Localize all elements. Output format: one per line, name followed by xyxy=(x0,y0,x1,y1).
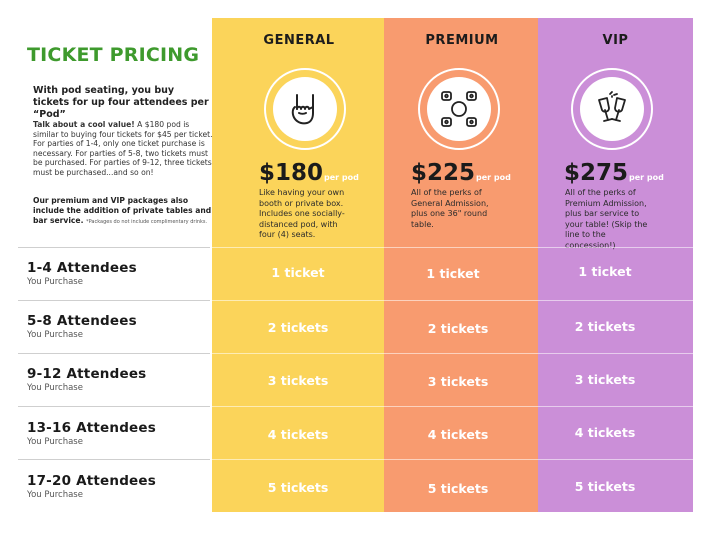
row-label-13-16: 13-16 Attendees xyxy=(27,420,157,436)
row-divider xyxy=(212,406,693,407)
row-divider xyxy=(212,247,693,248)
row-divider xyxy=(212,459,693,460)
tier-description: Like having your own booth or private bo… xyxy=(259,188,345,239)
ticket-cell-premium: 1 ticket xyxy=(426,266,480,281)
page-title: TICKET PRICING xyxy=(27,44,200,66)
tier-icon-ring xyxy=(418,68,500,150)
tier-icon-ring xyxy=(264,68,346,150)
champagne-toast-icon xyxy=(580,77,644,141)
ticket-cell-premium: 2 tickets xyxy=(427,321,489,336)
tier-description: All of the perks of General Admission, p… xyxy=(411,188,489,229)
intro-headline: With pod seating, you buy tickets for up… xyxy=(33,85,209,120)
per-pod-label: per pod xyxy=(629,173,664,182)
row-sublabel: You Purchase xyxy=(27,330,83,340)
row-divider-left xyxy=(18,406,210,407)
row-divider-left xyxy=(18,353,210,354)
ticket-cell-general: 3 tickets xyxy=(267,373,329,388)
tier-price: $180per pod xyxy=(259,160,359,186)
row-label-17-20: 17-20 Attendees xyxy=(27,473,157,489)
row-divider-left xyxy=(18,247,210,248)
ticket-cell-general: 5 tickets xyxy=(267,480,329,495)
row-label-9-12: 9-12 Attendees xyxy=(27,366,147,382)
intro-footer: Our premium and VIP packages also includ… xyxy=(33,196,213,227)
row-divider-left xyxy=(18,459,210,460)
tier-price: $275per pod xyxy=(564,160,664,186)
intro-paragraph: Talk about a cool value! A $180 pod is s… xyxy=(33,120,213,178)
tier-description: All of the perks of Premium Admission, p… xyxy=(565,188,648,250)
row-sublabel: You Purchase xyxy=(27,277,83,287)
tier-column-general: GENERAL $180per pod Like having your own… xyxy=(212,18,386,512)
tier-name: VIP xyxy=(602,33,629,48)
row-divider xyxy=(212,353,693,354)
per-pod-label: per pod xyxy=(476,173,511,182)
round-table-icon xyxy=(427,77,491,141)
row-label-1-4: 1-4 Attendees xyxy=(27,260,137,276)
tier-price: $225per pod xyxy=(411,160,511,186)
ticket-cell-vip: 2 tickets xyxy=(574,319,636,334)
ticket-cell-premium: 4 tickets xyxy=(427,427,489,442)
row-divider-left xyxy=(18,300,210,301)
row-sublabel: You Purchase xyxy=(27,437,83,447)
price-value: $180 xyxy=(259,160,324,186)
tier-name: PREMIUM xyxy=(425,33,499,48)
price-value: $225 xyxy=(411,160,476,186)
ticket-cell-premium: 3 tickets xyxy=(427,374,489,389)
ticket-cell-premium: 5 tickets xyxy=(427,481,489,496)
footer-bold: Our premium and VIP packages also includ… xyxy=(33,196,212,225)
row-sublabel: You Purchase xyxy=(27,490,83,500)
ticket-cell-vip: 1 ticket xyxy=(578,264,632,279)
ticket-cell-vip: 4 tickets xyxy=(574,425,636,440)
rock-hand-icon xyxy=(273,77,337,141)
ticket-cell-general: 1 ticket xyxy=(271,265,325,280)
price-value: $275 xyxy=(564,160,629,186)
tier-name: GENERAL xyxy=(263,33,335,48)
tier-column-premium: PREMIUM $225per pod All of the perks of … xyxy=(384,18,540,512)
intro-lead: Talk about a cool value! xyxy=(33,120,135,129)
footer-note: *Packages do not include complimentary d… xyxy=(86,218,208,225)
row-sublabel: You Purchase xyxy=(27,383,83,393)
ticket-cell-general: 4 tickets xyxy=(267,427,329,442)
row-divider xyxy=(212,300,693,301)
intro-body: A $180 pod is similar to buying four tic… xyxy=(33,120,213,177)
tier-column-vip: VIP $275per pod All of the perks of Prem… xyxy=(538,18,693,512)
tier-icon-ring xyxy=(571,68,653,150)
ticket-cell-vip: 3 tickets xyxy=(574,372,636,387)
ticket-cell-general: 2 tickets xyxy=(267,320,329,335)
ticket-cell-vip: 5 tickets xyxy=(574,479,636,494)
per-pod-label: per pod xyxy=(324,173,359,182)
row-label-5-8: 5-8 Attendees xyxy=(27,313,137,329)
